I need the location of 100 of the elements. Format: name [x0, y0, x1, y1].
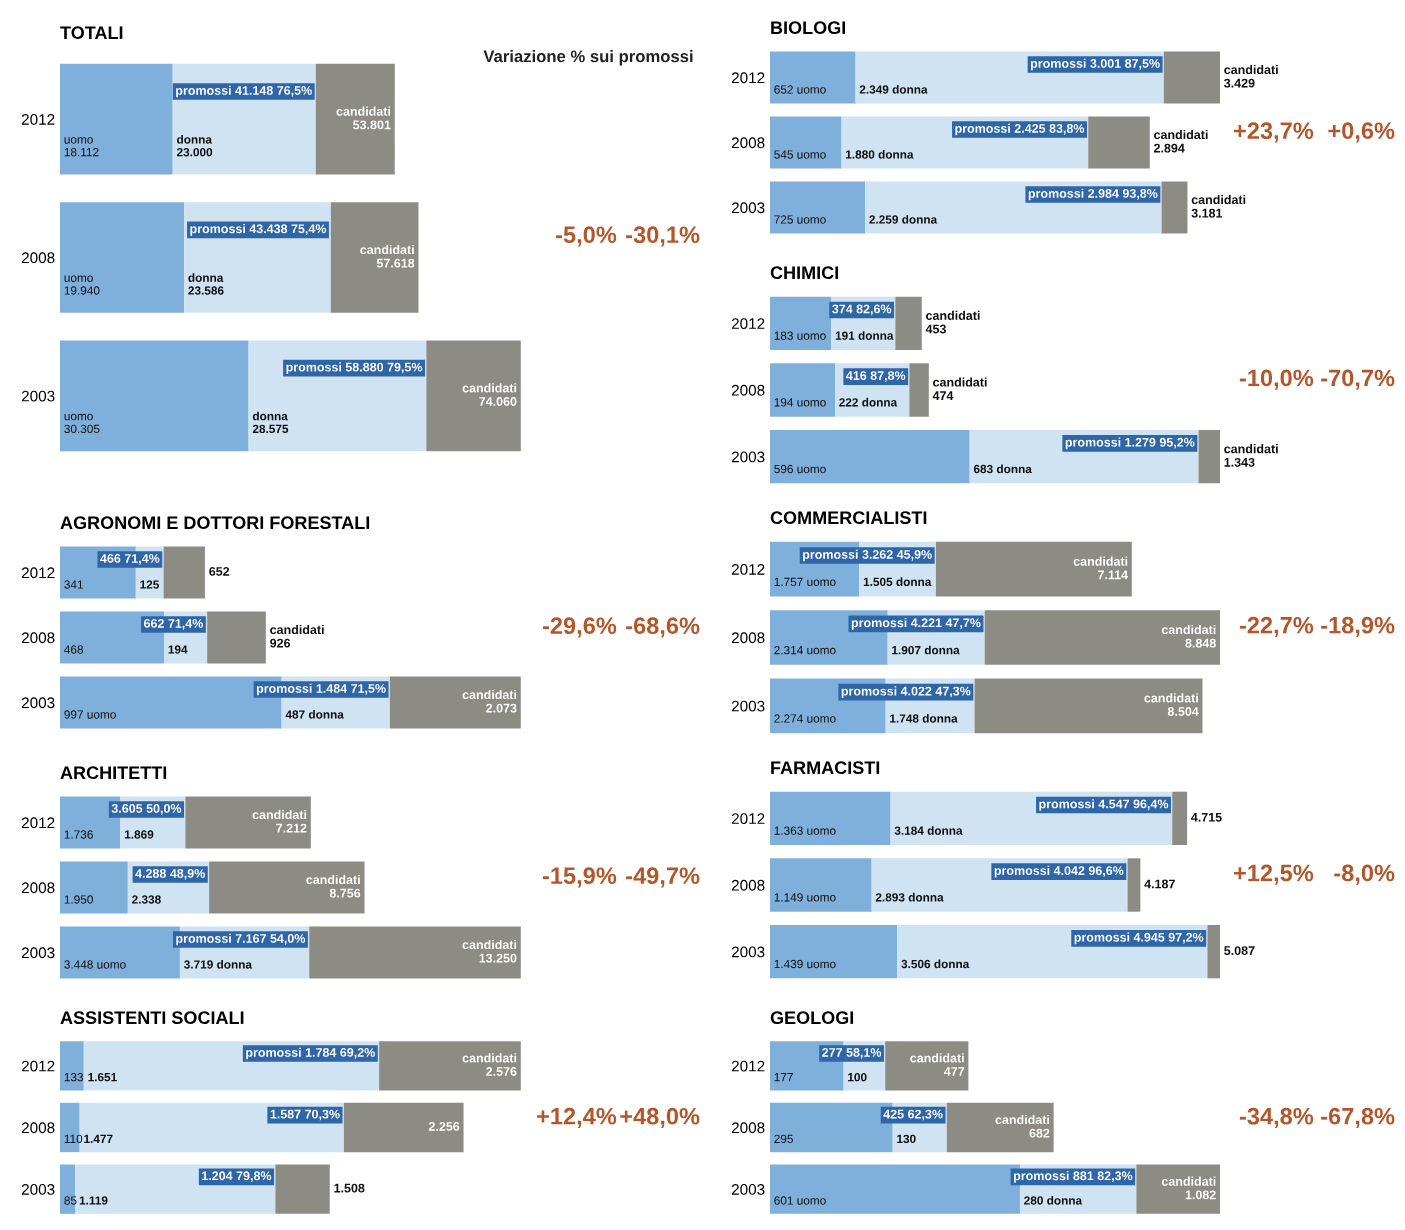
data-label: 2.314 uomo: [774, 645, 836, 655]
bar: [1136, 1164, 1220, 1214]
annotation: 374 82,6%: [832, 304, 892, 316]
text: -49,7%: [626, 867, 700, 888]
annotation: 277 58,1%: [822, 1048, 882, 1059]
annotation: candidati 2.894: [1153, 129, 1208, 153]
annotation: promossi 3.262 45,9%: [803, 549, 932, 562]
bar: [185, 796, 311, 849]
data-label: 1.119: [79, 1196, 108, 1205]
text: -18,9%: [1321, 616, 1395, 638]
annotation: candidati 474: [932, 377, 987, 400]
data-label: 1.736: [64, 830, 93, 839]
text: -8,0%: [1334, 864, 1395, 885]
text: -67,8%: [1321, 1107, 1395, 1129]
text: +23,7%: [1234, 122, 1314, 143]
annotation: promossi 4.221 47,7%: [851, 618, 981, 630]
bar: [909, 363, 929, 417]
bar: [60, 1164, 76, 1214]
annotation: 425 62,3%: [883, 1109, 943, 1121]
y-tick-label: 2008: [21, 252, 55, 264]
bar: [1163, 51, 1220, 104]
data-label: 191 donna: [835, 331, 894, 340]
chart-title: ASSISTENTI SOCIALI: [60, 1011, 244, 1025]
annotation: 5.087: [1224, 946, 1255, 956]
bar: [770, 858, 872, 912]
text: -22,7%: [1239, 616, 1314, 638]
annotation: promossi 4.945 97,2%: [1074, 932, 1204, 945]
bar: [309, 926, 521, 979]
text: Variazione % sui promossi: [483, 50, 693, 66]
annotation: promossi 1.484 71,5%: [256, 683, 386, 696]
data-label: 545 uomo: [774, 150, 826, 159]
bar: [426, 340, 521, 452]
bar: [770, 430, 970, 484]
y-tick-label: 2012: [21, 1060, 55, 1072]
annotation: 4.187: [1144, 879, 1175, 889]
bar: [935, 541, 1132, 597]
data-label: 2.338: [132, 895, 161, 904]
bar: [895, 296, 922, 350]
y-tick-label: 2012: [731, 72, 765, 84]
bar: [60, 1041, 84, 1091]
text: +12,5%: [1234, 864, 1314, 885]
bar: [1161, 181, 1188, 234]
annotation: candidati 682: [995, 1114, 1050, 1138]
chart-title: TOTALI: [60, 26, 123, 40]
text: -68,6%: [626, 617, 700, 638]
data-label: 2.259 donna: [869, 215, 938, 224]
data-label: 130: [897, 1134, 916, 1144]
data-label: 2.349 donna: [859, 85, 928, 94]
annotation: 4.715: [1191, 812, 1222, 822]
annotation: candidati 3.181: [1191, 194, 1246, 218]
data-label: 725 uomo: [774, 215, 826, 224]
data-label: 1.748 donna: [890, 714, 958, 723]
annotation: 416 87,8%: [846, 371, 906, 382]
bar: [984, 610, 1220, 665]
bar: [1198, 430, 1220, 484]
annotation: 2.256: [428, 1122, 460, 1131]
annotation: candidati 7.212: [252, 809, 307, 833]
bar: [343, 1102, 464, 1153]
data-label: 194: [168, 645, 188, 654]
bar: [60, 611, 165, 664]
bar: [770, 181, 866, 234]
data-label: uomo 19.940: [64, 275, 100, 295]
bar: [60, 202, 185, 313]
chart-title: COMMERCIALISTI: [770, 511, 927, 525]
data-label: uomo 18.112: [64, 137, 99, 157]
y-tick-label: 2003: [731, 451, 765, 463]
bar: [1088, 116, 1150, 169]
annotation: candidati 3.429: [1224, 64, 1278, 88]
y-tick-label: 2003: [731, 700, 765, 712]
bar: [207, 611, 266, 664]
data-label: 194 uomo: [774, 398, 826, 407]
data-label: 183 uomo: [774, 331, 826, 340]
text: -34,8%: [1239, 1107, 1314, 1129]
y-tick-label: 2012: [21, 567, 55, 579]
y-tick-label: 2008: [21, 882, 55, 894]
bar: [209, 861, 365, 914]
chart-title: CHIMICI: [770, 266, 838, 280]
annotation: candidati 453: [925, 310, 980, 334]
y-tick-label: 2003: [21, 1184, 55, 1195]
bar: [1172, 791, 1188, 845]
data-label: 596 uomo: [774, 464, 826, 474]
data-label: 280 donna: [1024, 1196, 1083, 1205]
bar: [946, 1102, 1054, 1153]
text: +48,0%: [620, 1107, 700, 1129]
data-label: 222 donna: [839, 397, 898, 407]
data-label: 3.719 donna: [184, 960, 253, 969]
data-label: 1.757 uomo: [774, 577, 836, 586]
y-tick-label: 2012: [731, 564, 765, 575]
chart-title: GEOLOGI: [770, 1011, 854, 1025]
annotation: candidati 13.250: [462, 939, 517, 963]
data-label: uomo 30.305: [64, 413, 100, 434]
chart-title: BIOLOGI: [771, 21, 846, 35]
data-label: 1.907 donna: [892, 645, 960, 655]
annotation: 3.605 50,0%: [111, 804, 182, 815]
y-tick-label: 2003: [21, 390, 55, 402]
data-label: 1.651: [88, 1072, 117, 1082]
y-tick-label: 2008: [731, 384, 765, 396]
bar: [885, 1041, 969, 1091]
bar: [1207, 925, 1220, 979]
y-tick-label: 2012: [731, 813, 765, 825]
